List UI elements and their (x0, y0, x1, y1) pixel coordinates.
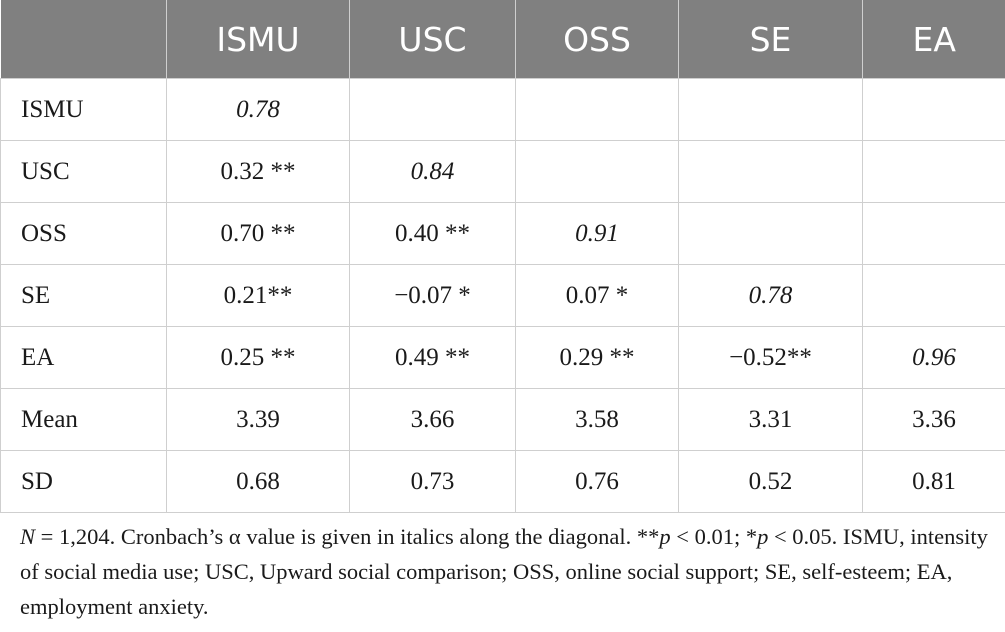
table-cell: 3.39 (166, 388, 350, 451)
header-cell-ea: EA (862, 0, 1005, 79)
row-label: EA (0, 326, 167, 389)
table-cell: −0.52** (678, 326, 863, 389)
diagonal-cell: 0.78 (678, 264, 863, 327)
table-cell: 3.36 (862, 388, 1005, 451)
row-label: USC (0, 140, 167, 203)
diagonal-cell: 0.84 (349, 140, 516, 203)
header-cell-usc: USC (349, 0, 516, 79)
correlation-table: ISMU USC OSS SE EA ISMU 0.78 USC 0.32 ** 0.8… (0, 0, 1005, 513)
table-cell (515, 140, 679, 203)
table-row: ISMU 0.78 (0, 78, 1005, 141)
table-cell (678, 202, 863, 265)
header-cell-empty (0, 0, 167, 79)
note-p2-text: < 0.05. (768, 524, 838, 549)
diagonal-cell: 0.96 (862, 326, 1005, 389)
table-cell: 0.52 (678, 450, 863, 513)
table-cell: 0.73 (349, 450, 516, 513)
table-cell: 0.49 ** (349, 326, 516, 389)
header-cell-oss: OSS (515, 0, 679, 79)
table-cell: −0.07 * (349, 264, 516, 327)
note-abbreviations: ISMU, intensity of social media use; USC… (20, 524, 988, 619)
table-cell (862, 78, 1005, 141)
table-cell (678, 140, 863, 203)
diagonal-cell: 0.91 (515, 202, 679, 265)
table-cell: 0.07 * (515, 264, 679, 327)
table-cell: 0.25 ** (166, 326, 350, 389)
table-cell (862, 140, 1005, 203)
note-n-symbol: N (20, 524, 36, 549)
table-cell: 0.40 ** (349, 202, 516, 265)
table-cell (862, 264, 1005, 327)
table-header: ISMU USC OSS SE EA (0, 0, 1005, 79)
table-cell: 0.21** (166, 264, 350, 327)
note-p2-symbol: p (757, 524, 769, 549)
row-label: SE (0, 264, 167, 327)
table-body: ISMU 0.78 USC 0.32 ** 0.84 OSS 0.70 ** 0.40 ** 0… (0, 78, 1005, 513)
diagonal-cell: 0.78 (166, 78, 350, 141)
row-label: ISMU (0, 78, 167, 141)
table-cell: 3.31 (678, 388, 863, 451)
table-row: EA 0.25 ** 0.49 ** 0.29 ** −0.52** 0.96 (0, 326, 1005, 389)
table-cell: 3.66 (349, 388, 516, 451)
table-cell (678, 78, 863, 141)
table-row: USC 0.32 ** 0.84 (0, 140, 1005, 203)
header-row: ISMU USC OSS SE EA (0, 0, 1005, 79)
note-p1-text: < 0.01; * (670, 524, 758, 549)
table-cell (349, 78, 516, 141)
row-label: SD (0, 450, 167, 513)
note-n-text: = 1,204. Cronbach’s α value is given in … (35, 524, 660, 549)
table-row: OSS 0.70 ** 0.40 ** 0.91 (0, 202, 1005, 265)
row-label: Mean (0, 388, 167, 451)
header-cell-ismu: ISMU (166, 0, 350, 79)
table-cell: 3.58 (515, 388, 679, 451)
table-cell: 0.70 ** (166, 202, 350, 265)
table-cell: 0.68 (166, 450, 350, 513)
table-row: Mean 3.39 3.66 3.58 3.31 3.36 (0, 388, 1005, 451)
table-cell: 0.81 (862, 450, 1005, 513)
table-cell (515, 78, 679, 141)
table-cell (862, 202, 1005, 265)
note-p1-symbol: p (659, 524, 671, 549)
table-row: SD 0.68 0.73 0.76 0.52 0.81 (0, 450, 1005, 513)
table-cell: 0.32 ** (166, 140, 350, 203)
header-cell-se: SE (678, 0, 863, 79)
table-footnote: N = 1,204. Cronbach’s α value is given i… (20, 519, 995, 624)
row-label: OSS (0, 202, 167, 265)
table-cell: 0.29 ** (515, 326, 679, 389)
table-row: SE 0.21** −0.07 * 0.07 * 0.78 (0, 264, 1005, 327)
table-cell: 0.76 (515, 450, 679, 513)
